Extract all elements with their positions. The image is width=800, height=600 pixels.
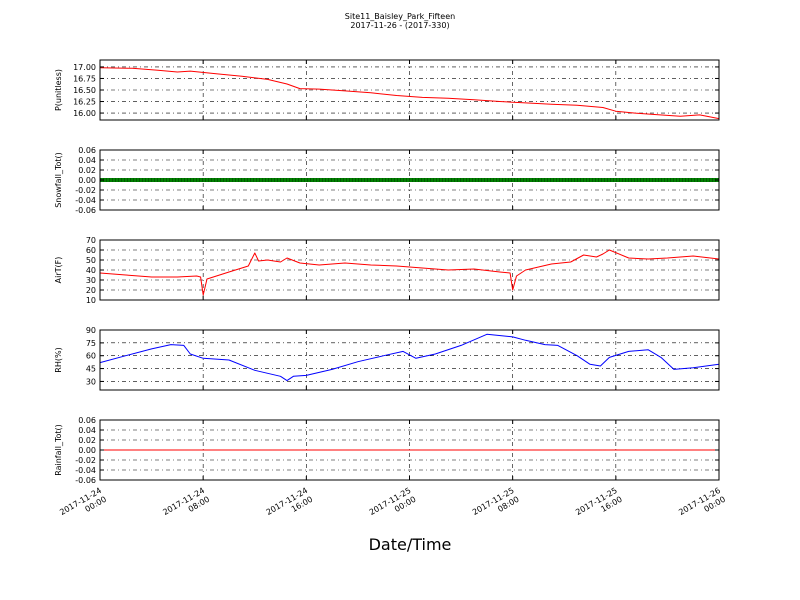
y-tick-label: -0.02 xyxy=(75,456,96,465)
y-tick-label: 75 xyxy=(86,339,96,348)
y-tick-label: 0.00 xyxy=(78,446,96,455)
y-axis-label: RH(%) xyxy=(54,347,63,372)
y-tick-label: -0.02 xyxy=(75,186,96,195)
y-tick-label: 60 xyxy=(86,246,96,255)
figure-title: Site11_Baisley_Park_Fifteen xyxy=(345,12,455,21)
y-tick-label: -0.06 xyxy=(75,476,96,485)
y-tick-label: 10 xyxy=(86,296,96,305)
y-tick-label: 16.75 xyxy=(73,74,96,83)
y-tick-label: -0.06 xyxy=(75,206,96,215)
y-tick-label: 0.04 xyxy=(78,156,96,165)
y-axis-label: Rainfall_Tot() xyxy=(54,424,63,476)
y-tick-label: 50 xyxy=(86,256,96,265)
y-tick-label: 40 xyxy=(86,266,96,275)
y-tick-label: 16.25 xyxy=(73,98,96,107)
y-tick-label: 0.02 xyxy=(78,436,96,445)
y-tick-label: 30 xyxy=(86,377,96,386)
figure-subtitle: 2017-11-26 - (2017-330) xyxy=(350,21,449,30)
subplot-1: 16.00 16.25 16.50 16.75 17.00 P(unitless) xyxy=(54,59,720,121)
y-tick-label: 0.06 xyxy=(78,416,96,425)
series-line xyxy=(99,249,720,296)
y-tick-label: 0.04 xyxy=(78,426,96,435)
x-axis-label: Date/Time xyxy=(369,535,452,554)
y-tick-label: 90 xyxy=(86,326,96,335)
y-axis-label: P(unitless) xyxy=(54,69,63,111)
y-tick-label: 16.50 xyxy=(73,86,96,95)
series-line xyxy=(99,67,720,120)
y-tick-label: 60 xyxy=(86,352,96,361)
y-tick-label: 17.00 xyxy=(73,63,96,72)
y-tick-label: 16.00 xyxy=(73,109,96,118)
y-axis-label: AirT(F) xyxy=(54,257,63,284)
subplot-5: -0.06-0.04-0.020.000.020.040.06 Rainfall_… xyxy=(54,416,720,485)
y-tick-label: 0.02 xyxy=(78,166,96,175)
y-tick-label: 30 xyxy=(86,276,96,285)
subplot-2: -0.06-0.04-0.020.000.020.040.06 Snowfall_… xyxy=(54,146,720,215)
y-tick-label: 70 xyxy=(86,236,96,245)
series-line xyxy=(99,333,720,382)
y-axis-label: Snowfall_Tot() xyxy=(54,152,63,208)
y-tick-label: 0.06 xyxy=(78,146,96,155)
y-tick-label: 0.00 xyxy=(78,176,96,185)
y-tick-label: -0.04 xyxy=(75,196,96,205)
y-tick-label: 45 xyxy=(86,365,96,374)
subplot-panels: 16.00 16.25 16.50 16.75 17.00 P(unitless) -0.0… xyxy=(54,59,720,485)
subplot-4: 30 45 60 75 90 RH(%) xyxy=(54,326,720,391)
y-tick-label: -0.04 xyxy=(75,466,96,475)
y-tick-label: 20 xyxy=(86,286,96,295)
